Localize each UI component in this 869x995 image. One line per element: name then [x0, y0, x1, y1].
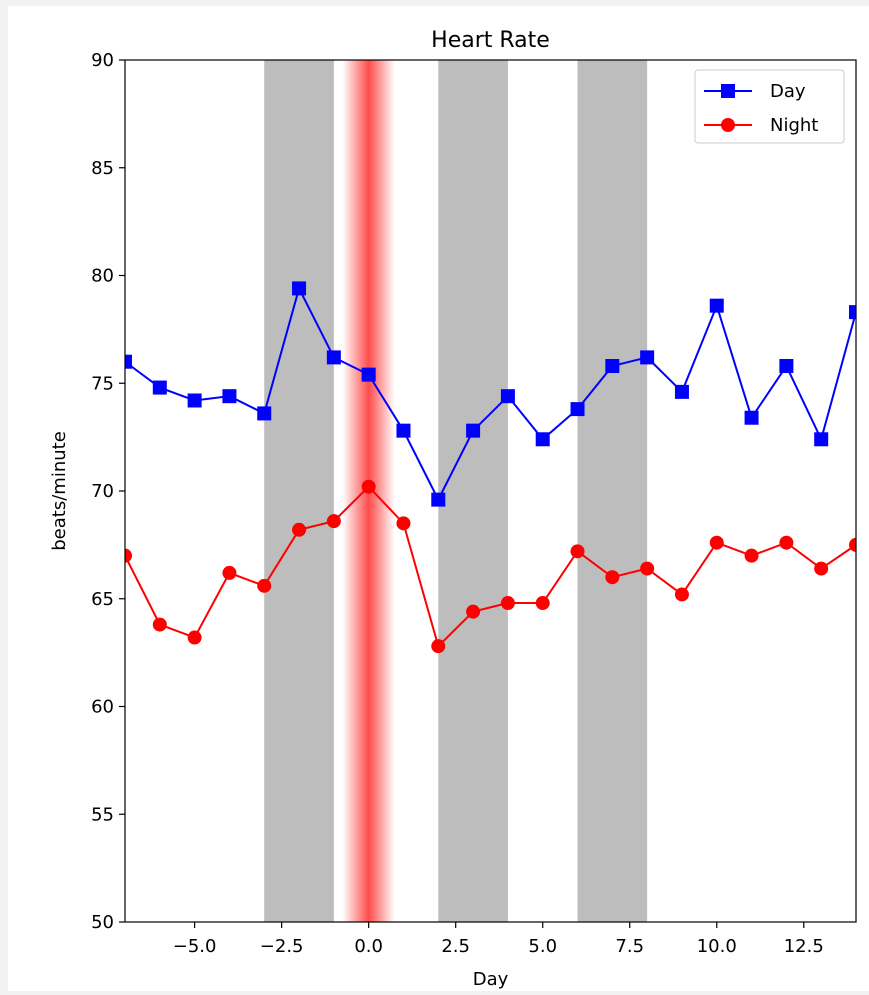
data-point-day	[292, 281, 307, 296]
legend-entry-night: Night	[704, 115, 818, 136]
x-axis-ticks: −5.0 −2.5 0.0 2.5 5.0 7.5 10.0 12.5	[173, 922, 824, 957]
data-point-night	[292, 522, 307, 537]
x-tick-label: −5.0	[173, 936, 217, 957]
data-point-day	[466, 423, 481, 438]
legend: Day Night	[694, 69, 845, 144]
data-point-day	[431, 492, 446, 507]
y-tick-label: 55	[91, 804, 114, 825]
data-point-day	[535, 432, 550, 447]
data-point-day	[125, 354, 132, 369]
data-point-night	[326, 514, 341, 529]
series-line-day	[125, 285, 856, 502]
data-point-day	[779, 359, 794, 374]
heart-rate-chart: −5.0 −2.5 0.0 2.5 5.0 7.5 10.0 12.5 50 55 60 65 70 7…	[49, 28, 857, 990]
shaded-regions	[264, 60, 648, 922]
y-tick-label: 50	[91, 912, 114, 933]
chart-figure: −5.0 −2.5 0.0 2.5 5.0 7.5 10.0 12.5 50 55 60 65 70 7…	[8, 6, 869, 991]
data-point-day	[709, 298, 724, 313]
data-point-day	[674, 384, 689, 399]
y-tick-label: 75	[91, 373, 114, 394]
chart-title: Heart Rate	[431, 28, 550, 53]
x-axis-label: Day	[473, 969, 509, 990]
data-point-night	[500, 596, 515, 611]
data-point-day	[361, 367, 376, 382]
y-tick-label: 65	[91, 589, 114, 610]
y-axis-ticks: 50 55 60 65 70 75 80 85 90	[91, 50, 125, 933]
shaded-region-3	[577, 60, 648, 922]
data-point-night	[257, 578, 272, 593]
x-tick-label: 2.5	[441, 936, 470, 957]
legend-day-label: Day	[770, 81, 806, 102]
data-point-day	[814, 432, 829, 447]
data-point-day	[187, 393, 202, 408]
y-tick-label: 60	[91, 697, 114, 718]
data-point-night	[814, 561, 829, 576]
y-tick-label: 80	[91, 266, 114, 287]
data-point-day	[744, 410, 759, 425]
data-point-day	[605, 359, 620, 374]
y-tick-label: 85	[91, 158, 114, 179]
legend-night-label: Night	[770, 115, 818, 136]
data-point-night	[535, 596, 550, 611]
data-point-night	[152, 617, 167, 632]
data-point-night	[570, 544, 585, 559]
data-point-night	[744, 548, 759, 563]
legend-night-marker	[721, 118, 735, 132]
x-tick-label: 12.5	[784, 936, 824, 957]
x-tick-label: 0.0	[354, 936, 383, 957]
data-point-day	[152, 380, 167, 395]
data-point-day	[500, 389, 515, 404]
series-lines	[125, 285, 856, 649]
data-point-night	[125, 548, 132, 563]
legend-entry-day: Day	[704, 81, 806, 102]
series-markers	[125, 281, 856, 654]
y-tick-label: 90	[91, 50, 114, 71]
data-point-day	[326, 350, 341, 365]
data-point-night	[431, 639, 446, 654]
series-line-night	[125, 485, 856, 649]
x-tick-label: 10.0	[697, 936, 737, 957]
data-point-night	[361, 479, 376, 494]
data-point-night	[674, 587, 689, 602]
data-point-night	[640, 561, 655, 576]
data-point-night	[222, 565, 237, 580]
data-point-night	[187, 630, 202, 645]
x-tick-label: −2.5	[260, 936, 304, 957]
data-point-day	[640, 350, 655, 365]
x-tick-label: 7.5	[615, 936, 644, 957]
data-point-night	[779, 535, 794, 550]
data-point-day	[257, 406, 272, 421]
shaded-region-1	[264, 60, 334, 922]
data-point-night	[849, 537, 856, 552]
data-point-night	[396, 516, 411, 531]
data-point-day	[396, 423, 411, 438]
data-point-day	[570, 402, 585, 417]
y-axis-label: beats/minute	[49, 431, 70, 551]
data-point-night	[605, 570, 620, 585]
shaded-region-2	[438, 60, 508, 922]
data-point-night	[709, 535, 724, 550]
data-point-night	[466, 604, 481, 619]
legend-day-marker	[721, 84, 735, 98]
y-tick-label: 70	[91, 481, 114, 502]
data-point-day	[849, 305, 856, 320]
data-point-day	[222, 389, 237, 404]
x-tick-label: 5.0	[528, 936, 557, 957]
